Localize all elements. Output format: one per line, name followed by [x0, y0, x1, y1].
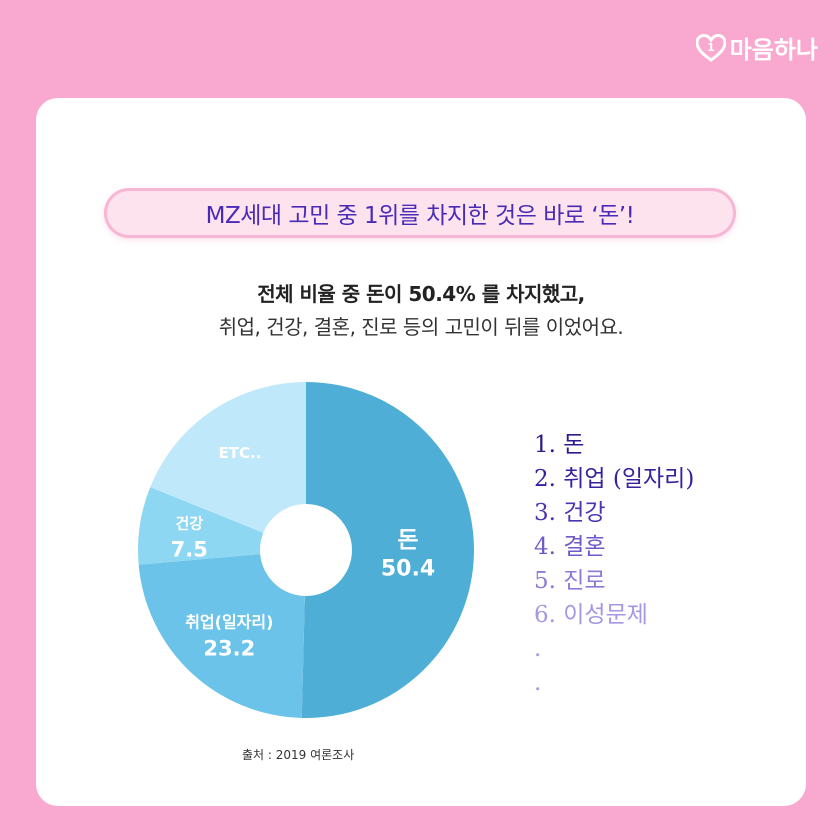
content-card: MZ세대 고민 중 1위를 차지한 것은 바로 ‘돈’! 전체 비율 중 돈이 … — [36, 98, 806, 806]
ranking-item-6: 6. 이성문제 — [534, 602, 648, 628]
ranking-item-3: 3. 건강 — [534, 500, 606, 526]
slice-4 — [150, 382, 306, 550]
summary: 전체 비율 중 돈이 50.4% 를 차지했고, 취업, 건강, 결혼, 진로 … — [36, 278, 806, 340]
headline: MZ세대 고민 중 1위를 차지한 것은 바로 ‘돈’! — [104, 188, 736, 238]
heart-logo-icon: 1 — [695, 33, 726, 62]
source-note: 출처 : 2019 여론조사 — [242, 748, 355, 762]
slice-label-3: 건강 — [175, 515, 203, 533]
ranking-item-1: 1. 돈 — [534, 432, 585, 458]
ranking-list: 1. 돈 2. 취업 (일자리) 3. 건강 4. 결혼 5. 진로 6. 이성문제.. — [534, 428, 694, 700]
slice-value-2: 23.2 — [203, 637, 255, 661]
summary-line-2: 취업, 건강, 결혼, 진로 등의 고민이 뒤를 이었어요. — [218, 315, 624, 339]
brand-name: 마음하나 — [729, 36, 818, 64]
ranking-item-7: . — [534, 636, 542, 662]
slice-value-3: 7.5 — [171, 538, 208, 562]
slice-2 — [138, 550, 306, 718]
ranking-item-4: 4. 결혼 — [534, 534, 606, 560]
donut-chart: 돈 50.4 취업(일자리) 23.2 건강 7.5 ETC.. — [138, 382, 474, 718]
donut-hole — [260, 504, 352, 596]
ranking-item-2: 2. 취업 (일자리) — [534, 466, 695, 492]
ranking-item-5: 5. 진로 — [534, 568, 606, 594]
ranking-item-8: . — [534, 670, 542, 696]
slice-value-1: 50.4 — [381, 556, 435, 581]
brand-logo: 1 마음하나 — [695, 30, 818, 65]
donut-slices — [138, 382, 474, 718]
slice-label-2: 취업(일자리) — [185, 613, 273, 632]
slice-label-4: ETC.. — [219, 444, 262, 462]
slice-1 — [301, 382, 474, 718]
summary-line-1: 전체 비율 중 돈이 50.4% 를 차지했고, — [257, 282, 585, 306]
donut-labels: 돈 50.4 취업(일자리) 23.2 건강 7.5 ETC.. — [171, 444, 435, 660]
svg-text:1: 1 — [707, 41, 715, 54]
slice-label-1: 돈 — [397, 527, 418, 553]
